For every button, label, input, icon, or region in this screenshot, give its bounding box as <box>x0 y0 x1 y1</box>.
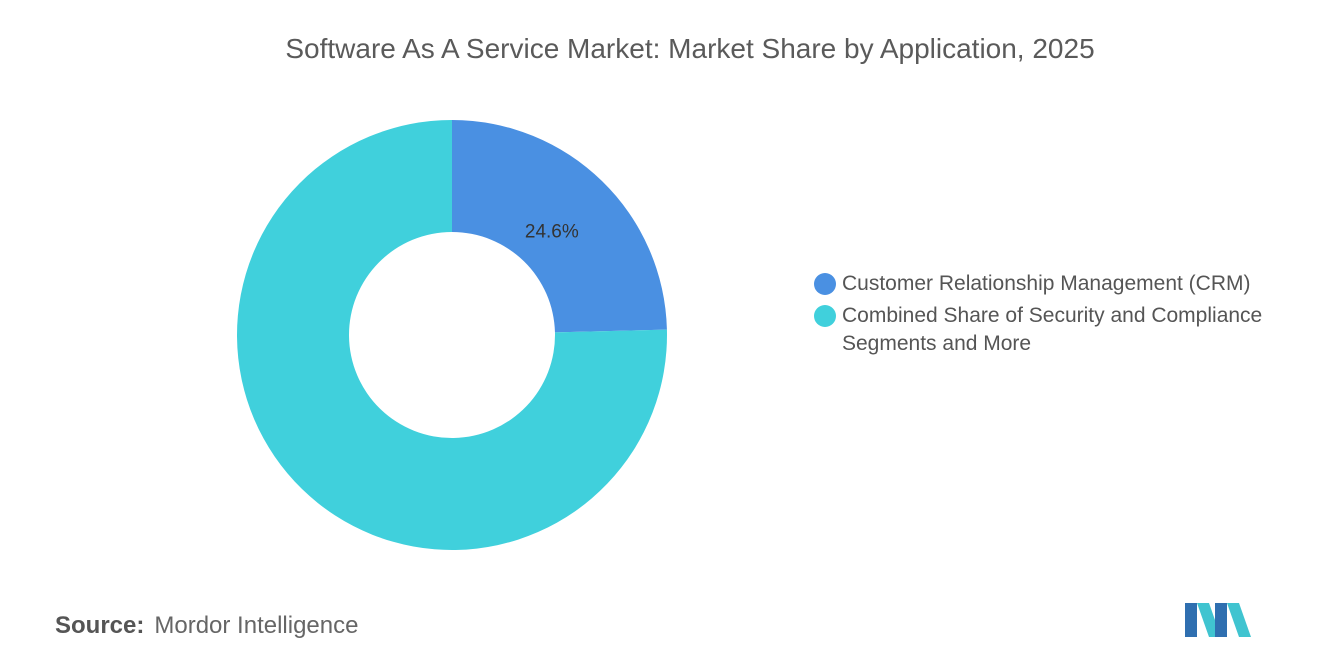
logo <box>1185 603 1251 637</box>
legend-label: Customer Relationship Management (CRM) <box>842 272 1251 295</box>
legend-swatch <box>814 273 836 295</box>
legend-swatch <box>814 305 836 327</box>
slice-label: 24.6% <box>525 222 579 243</box>
source-text: Mordor Intelligence <box>154 612 359 639</box>
legend-item: Combined Share of Security and Complianc… <box>814 302 1314 358</box>
legend-label: Combined Share of Security and Complianc… <box>842 304 1263 355</box>
slice <box>236 120 667 550</box>
slice <box>452 120 667 333</box>
chart-title: Software As A Service Market: Market Sha… <box>285 33 1094 64</box>
legend: Customer Relationship Management (CRM) Co… <box>814 270 1314 362</box>
source: Source: Mordor Intelligence <box>55 612 358 640</box>
legend-item: Customer Relationship Management (CRM) <box>814 270 1314 298</box>
source-label: Source: <box>55 612 145 639</box>
